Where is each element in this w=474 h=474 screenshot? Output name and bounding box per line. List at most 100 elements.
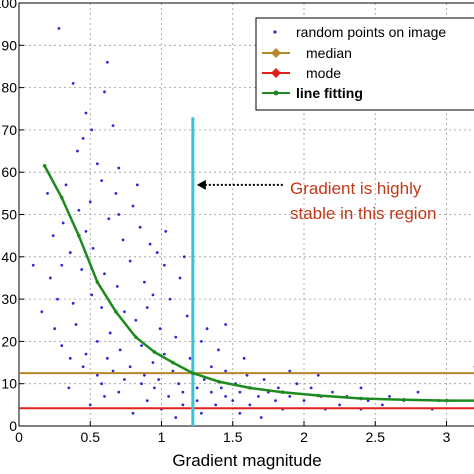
data-point — [151, 293, 155, 297]
data-point — [195, 386, 199, 390]
data-point — [138, 225, 142, 229]
line-fitting-marker — [95, 280, 100, 284]
data-point — [31, 263, 35, 267]
data-point — [90, 128, 94, 132]
data-point — [56, 297, 59, 301]
data-point — [209, 365, 213, 369]
horizontal-lines — [19, 372, 474, 410]
data-point — [100, 179, 104, 183]
legend-label: mode — [306, 65, 341, 81]
data-point — [71, 301, 75, 305]
data-point — [64, 183, 68, 187]
data-point — [114, 191, 118, 195]
data-point — [140, 382, 143, 386]
data-point — [219, 386, 223, 390]
annotation-arrow-head — [196, 179, 206, 190]
y-tick-label: 50 — [1, 207, 17, 223]
data-point — [162, 263, 166, 267]
annotation-text-line2: stable in this region — [290, 204, 436, 223]
data-point — [155, 251, 159, 254]
y-tick-label: 70 — [1, 122, 17, 138]
data-point — [81, 365, 85, 369]
data-point — [181, 390, 185, 394]
data-point — [117, 166, 121, 170]
data-point — [95, 340, 99, 343]
data-point — [245, 373, 249, 377]
data-point — [214, 403, 218, 407]
data-point — [248, 403, 252, 407]
data-point — [259, 416, 263, 419]
data-point — [164, 230, 168, 233]
data-point — [295, 382, 299, 386]
line-fitting-marker — [77, 233, 81, 238]
data-point — [168, 297, 172, 301]
data-point — [105, 60, 109, 64]
data-point — [135, 183, 139, 187]
data-point — [288, 394, 292, 398]
data-point — [117, 213, 121, 216]
data-point — [238, 411, 242, 415]
plot-frame — [18, 2, 474, 427]
data-point — [115, 285, 119, 288]
data-point — [118, 348, 122, 352]
line-fitting-marker — [42, 164, 47, 168]
line-fitting-marker — [216, 379, 221, 384]
data-point — [181, 403, 185, 407]
data-point — [316, 373, 320, 377]
y-tick-label: 10 — [1, 376, 17, 392]
data-point — [224, 394, 228, 398]
data-point — [68, 251, 72, 254]
data-point — [131, 204, 135, 208]
data-point — [205, 327, 209, 331]
data-point — [338, 403, 342, 407]
data-point — [71, 81, 75, 85]
data-point — [177, 382, 181, 386]
line-fitting-marker — [114, 309, 118, 314]
line-fitting-marker — [171, 360, 175, 365]
x-tick-label: 3 — [443, 429, 451, 445]
data-point — [380, 403, 384, 407]
data-point — [57, 26, 61, 30]
line-fitting-marker — [444, 398, 449, 403]
x-tick-label: 1.5 — [223, 429, 243, 445]
x-tick-label: 1 — [158, 429, 166, 445]
data-point — [143, 373, 146, 377]
data-point — [100, 382, 104, 386]
line-fitting-marker — [280, 390, 285, 394]
data-point — [51, 234, 55, 238]
data-point — [262, 378, 266, 381]
data-point — [224, 323, 228, 326]
x-axis-label: Gradient magnitude — [172, 451, 321, 470]
data-point — [151, 361, 155, 364]
data-point — [95, 162, 99, 166]
data-point — [148, 242, 152, 246]
x-tick-label: 0 — [15, 429, 23, 445]
data-point — [53, 327, 57, 331]
data-point — [217, 348, 220, 352]
y-tick-label: 0 — [9, 418, 17, 434]
data-point — [103, 394, 106, 398]
data-point — [80, 268, 84, 271]
data-point — [209, 390, 213, 394]
data-point — [46, 191, 49, 195]
data-point — [84, 111, 88, 115]
data-point — [88, 403, 92, 407]
data-point — [88, 200, 92, 204]
data-point — [77, 208, 81, 212]
data-point — [111, 369, 115, 373]
legend-marker — [273, 90, 279, 96]
data-point — [167, 394, 171, 398]
legend-box — [255, 17, 474, 111]
data-point — [90, 293, 94, 297]
data-point — [134, 318, 138, 322]
y-tick-label: 40 — [1, 249, 17, 265]
data-point — [174, 416, 178, 419]
legend-marker — [271, 48, 281, 58]
data-point — [309, 386, 313, 390]
line-fitting-marker — [316, 393, 321, 398]
data-point — [202, 378, 206, 381]
data-point — [145, 306, 149, 309]
x-tick-label: 0.5 — [81, 429, 101, 445]
data-point — [157, 378, 161, 381]
